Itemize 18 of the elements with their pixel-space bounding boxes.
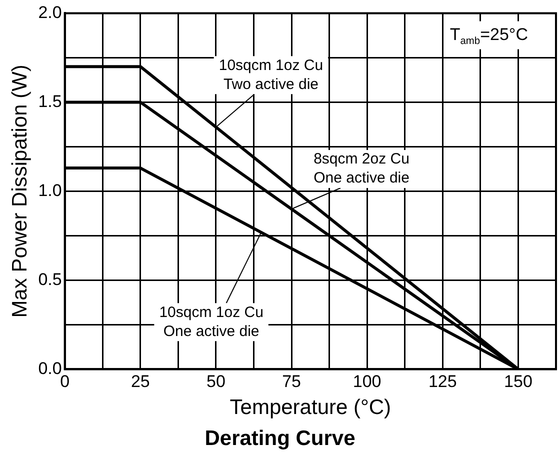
y-tick-label: 1.5 (38, 92, 62, 111)
y-tick-label: 1.0 (38, 180, 62, 200)
y-tick-label: 0.5 (38, 270, 62, 289)
annotation: 8sqcm 2oz Cu One active die (314, 150, 410, 187)
x-tick-label: 100 (352, 372, 382, 392)
x-tick-label: 150 (504, 372, 532, 392)
x-tick-label: 0 (60, 372, 70, 392)
x-axis-title: Temperature (°C) (230, 396, 392, 419)
y-tick-label: 2.0 (38, 2, 62, 22)
text: Derating Curve (204, 427, 356, 450)
y-tick-label: 0.0 (38, 358, 62, 378)
x-tick-label: 50 (206, 372, 226, 392)
annotation: 10sqcm 1oz Cu Two active die (218, 56, 324, 93)
y-axis-title: Max Power Dissipation (W) (8, 64, 32, 318)
x-tick-label: 75 (282, 372, 301, 392)
x-tick-label: 125 (428, 372, 457, 392)
annotation: 10sqcm 1oz Cu One active die (159, 304, 264, 340)
x-tick-label: 25 (130, 372, 150, 392)
